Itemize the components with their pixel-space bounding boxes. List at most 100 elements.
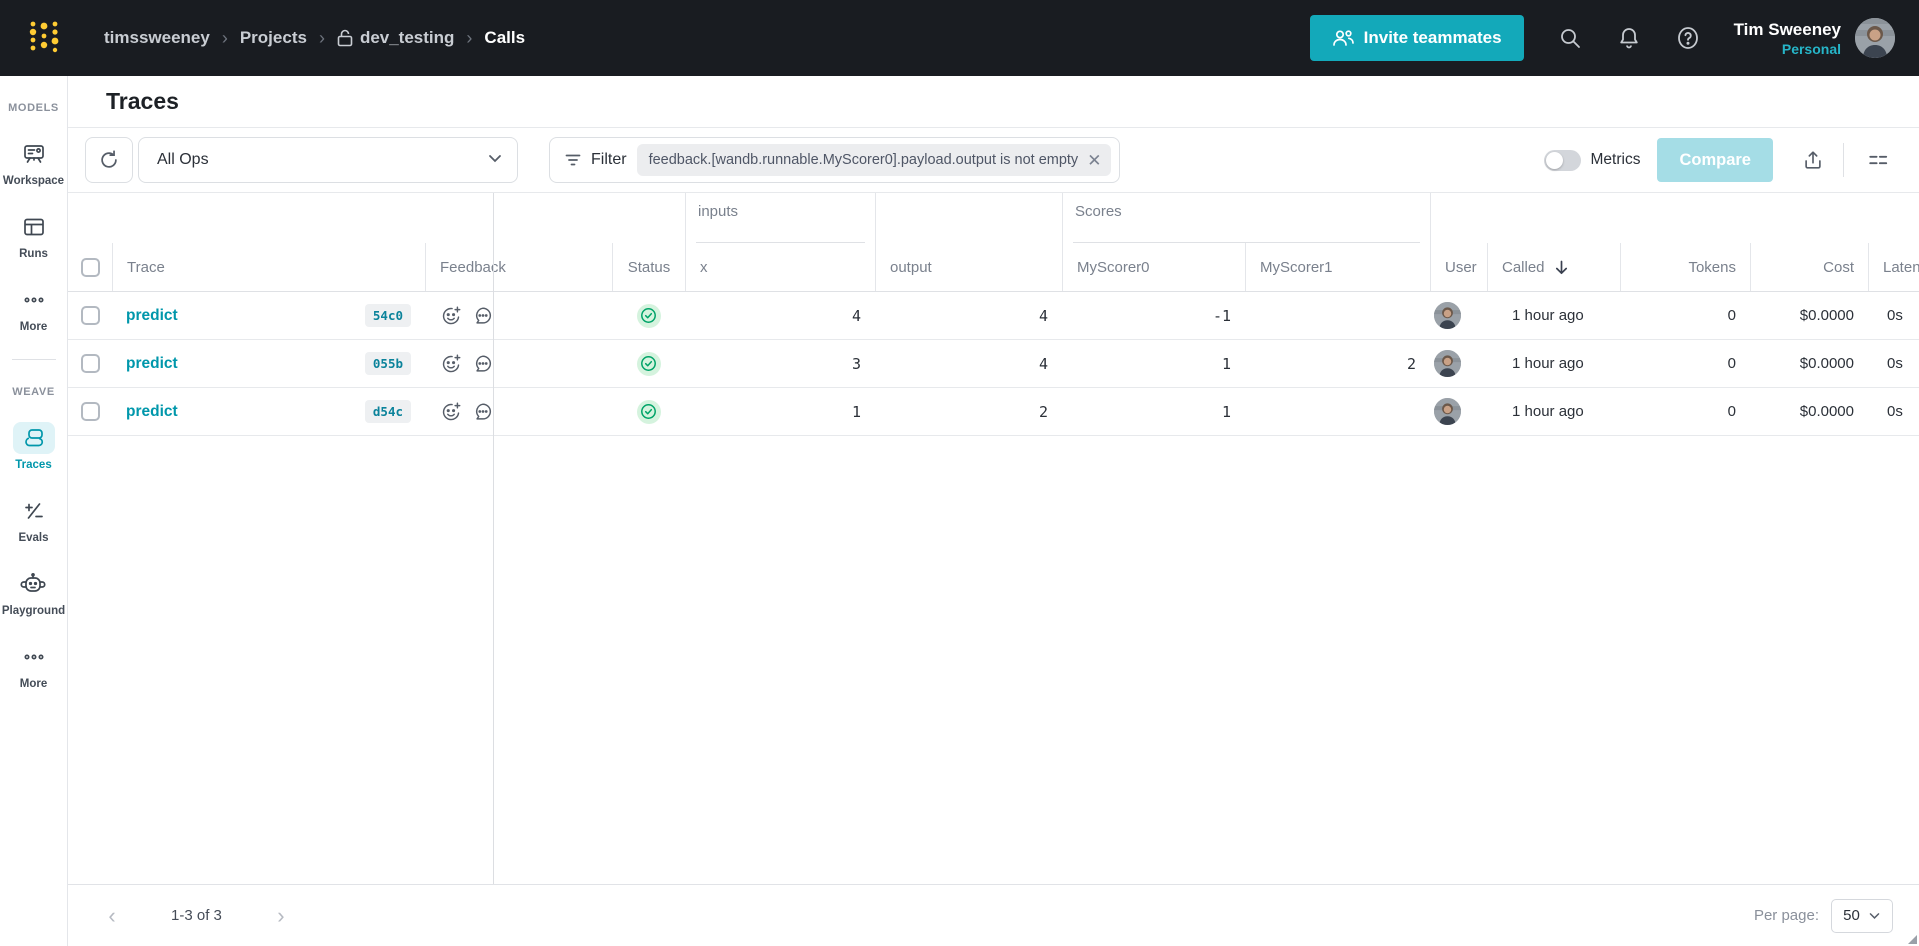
header-myscorer1[interactable]: MyScorer1	[1245, 243, 1430, 291]
status-success-icon[interactable]	[636, 399, 661, 424]
sort-desc-icon[interactable]	[1553, 259, 1570, 276]
sidebar-item-traces[interactable]: Traces	[12, 422, 55, 471]
status-success-icon[interactable]	[636, 303, 661, 328]
op-selector-dropdown[interactable]: All Ops	[138, 137, 518, 183]
cell-user	[1430, 292, 1487, 339]
help-icon[interactable]	[1675, 25, 1701, 51]
cell-tokens: 0	[1727, 355, 1736, 372]
table-row[interactable]: predict 055b 3 4 1 2 1 hour ago 0 $0.0000…	[68, 340, 1919, 388]
filter-bar[interactable]: Filter feedback.[wandb.runnable.MyScorer…	[549, 137, 1121, 183]
breadcrumb-entity[interactable]: timssweeney	[104, 28, 210, 47]
sidebar-item-runs[interactable]: Runs	[13, 211, 55, 260]
row-checkbox[interactable]	[80, 402, 100, 421]
group-underline	[696, 242, 865, 243]
add-emoji-icon[interactable]	[439, 352, 463, 376]
sidebar-item-playground[interactable]: Playground	[2, 568, 65, 617]
sidebar-item-more-models[interactable]: More	[13, 284, 55, 333]
compare-button[interactable]: Compare	[1657, 138, 1773, 182]
header-tokens[interactable]: Tokens	[1620, 243, 1750, 291]
previous-page-icon[interactable]: ‹	[108, 902, 116, 928]
remove-filter-icon[interactable]: ✕	[1087, 150, 1102, 170]
call-id-chip[interactable]: d54c	[364, 400, 411, 423]
user-avatar[interactable]	[1434, 350, 1461, 377]
header-feedback[interactable]: Feedback	[425, 243, 612, 291]
sidebar-item-label: Evals	[18, 532, 49, 544]
header-user[interactable]: User	[1430, 243, 1487, 291]
resize-handle[interactable]	[1908, 935, 1917, 944]
add-emoji-icon[interactable]	[439, 400, 463, 424]
row-checkbox[interactable]	[80, 354, 100, 373]
row-select-cell[interactable]	[68, 388, 112, 435]
row-select-cell[interactable]	[68, 292, 112, 339]
call-id-chip[interactable]: 54c0	[364, 304, 411, 327]
filter-chip[interactable]: feedback.[wandb.runnable.MyScorer0].payl…	[636, 144, 1112, 176]
header-select-all[interactable]	[68, 243, 112, 291]
notifications-bell-icon[interactable]	[1616, 25, 1642, 51]
user-avatar[interactable]	[1434, 398, 1461, 425]
comment-icon[interactable]	[471, 352, 495, 376]
next-page-icon[interactable]: ›	[277, 902, 285, 928]
cell-output: 2	[1038, 402, 1048, 421]
group-inputs: inputs	[685, 193, 875, 243]
sidebar-section-models: MODELS	[8, 102, 59, 114]
cell-latency: 0s	[1887, 403, 1903, 420]
comment-icon[interactable]	[471, 304, 495, 328]
manage-columns-icon[interactable]	[1858, 140, 1898, 180]
export-icon[interactable]	[1793, 140, 1833, 180]
top-navigation-bar: timssweeney › Projects › dev_testing › C…	[0, 0, 1919, 76]
sidebar-item-workspace[interactable]: Workspace	[3, 138, 64, 187]
trace-op-link[interactable]: predict	[126, 306, 178, 324]
group-scores-label: Scores	[1075, 203, 1122, 220]
add-emoji-icon[interactable]	[439, 304, 463, 328]
feedback-cell	[425, 292, 612, 339]
refresh-button[interactable]	[85, 137, 133, 183]
breadcrumb-project[interactable]: dev_testing	[337, 28, 454, 48]
trace-op-link[interactable]: predict	[126, 354, 178, 372]
user-avatar[interactable]	[1434, 302, 1461, 329]
header-status[interactable]: Status	[612, 243, 685, 291]
comment-icon[interactable]	[471, 400, 495, 424]
cell-tokens: 0	[1727, 403, 1736, 420]
page-header: Traces	[68, 76, 1919, 128]
table-row[interactable]: predict d54c 1 2 1 1 hour ago 0 $0.0000 0…	[68, 388, 1919, 436]
user-name: Tim Sweeney	[1733, 20, 1841, 40]
metrics-toggle[interactable]	[1543, 149, 1581, 171]
cell-myscorer0: 1	[1221, 354, 1231, 373]
header-trace[interactable]: Trace	[112, 243, 425, 291]
select-all-checkbox[interactable]	[80, 257, 100, 277]
user-menu[interactable]: Tim Sweeney Personal	[1734, 19, 1841, 56]
per-page-label: Per page:	[1753, 907, 1819, 924]
main-content: Traces All Ops Filter feedback.[wandb.ru…	[68, 76, 1919, 946]
header-cost[interactable]: Cost	[1750, 243, 1868, 291]
user-avatar[interactable]	[1855, 18, 1895, 58]
cell-input-x: 1	[851, 402, 861, 421]
header-input-x[interactable]: x	[685, 243, 875, 291]
per-page-select[interactable]: 50	[1831, 898, 1893, 933]
trace-op-link[interactable]: predict	[126, 402, 178, 420]
row-select-cell[interactable]	[68, 340, 112, 387]
table-row[interactable]: predict 54c0 4 4 -1 1 hour ago 0 $0.0000 …	[68, 292, 1919, 340]
wandb-logo[interactable]	[26, 16, 64, 60]
row-checkbox[interactable]	[80, 306, 100, 325]
cell-input-x: 3	[851, 354, 861, 373]
invite-teammates-button[interactable]: Invite teammates	[1309, 15, 1524, 61]
people-icon	[1332, 30, 1354, 46]
header-output[interactable]: output	[875, 243, 1062, 291]
sidebar-item-label: Playground	[1, 605, 66, 617]
call-id-chip[interactable]: 055b	[364, 352, 411, 375]
status-success-icon[interactable]	[636, 351, 661, 376]
sidebar-item-evals[interactable]: Evals	[13, 495, 55, 544]
search-icon[interactable]	[1557, 25, 1583, 51]
sidebar-item-more-weave[interactable]: More	[13, 641, 55, 690]
header-myscorer0[interactable]: MyScorer0	[1062, 243, 1245, 291]
pinned-column-divider[interactable]	[493, 193, 494, 884]
chevron-down-icon	[1868, 909, 1881, 922]
calls-toolbar: All Ops Filter feedback.[wandb.runnable.…	[68, 128, 1919, 193]
group-spacer	[1430, 193, 1919, 243]
workspace-icon	[13, 138, 55, 170]
header-latency[interactable]: Latency	[1868, 243, 1919, 291]
header-called[interactable]: Called	[1487, 243, 1620, 291]
breadcrumb-projects[interactable]: Projects	[239, 28, 307, 47]
breadcrumb-calls[interactable]: Calls	[484, 28, 526, 47]
op-selector-value: All Ops	[157, 151, 209, 168]
